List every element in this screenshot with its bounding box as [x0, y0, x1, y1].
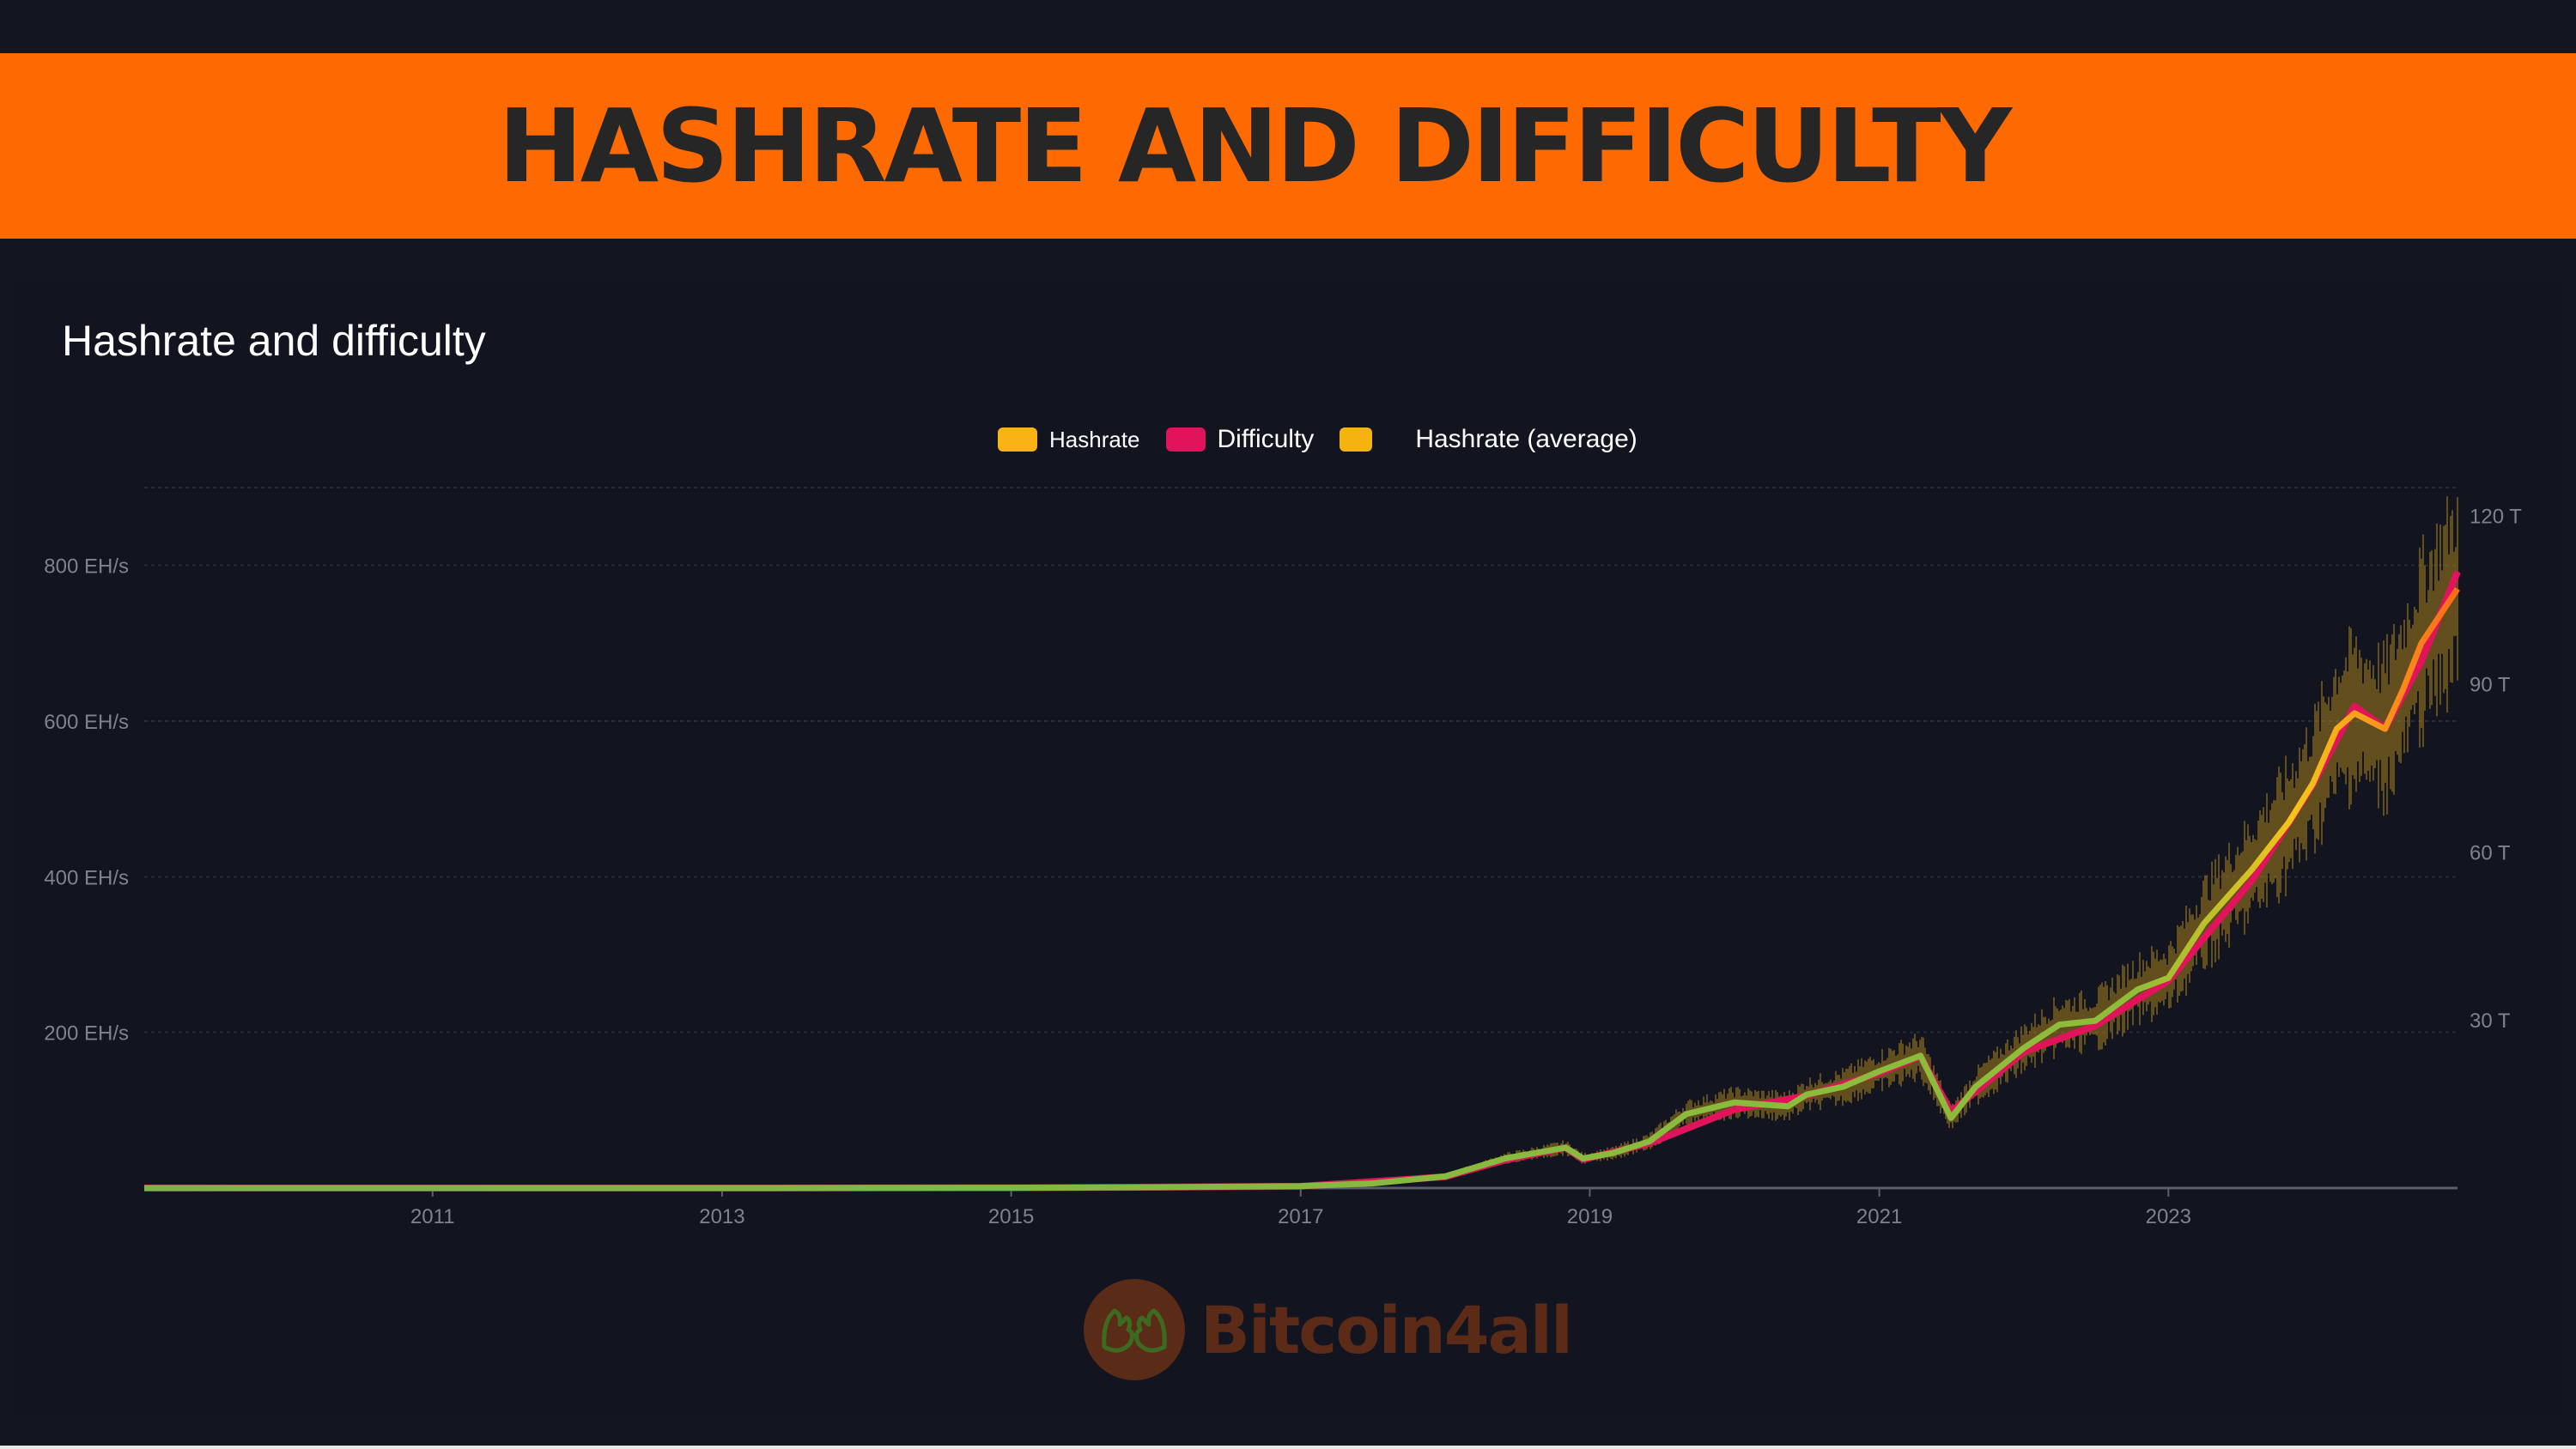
logo-badge [1084, 1279, 1185, 1380]
bottom-edge [0, 1446, 2576, 1449]
brand-logo: Bitcoin4all [1084, 1279, 1573, 1380]
legend-item-hashrate-average[interactable]: Hashrate (average) [1340, 425, 1637, 454]
y-left-tick-label: 800 EH/s [44, 555, 129, 579]
y-right-tick-label: 120 T [2470, 506, 2522, 529]
x-tick-label: 2011 [410, 1205, 455, 1228]
legend-label-difficulty: Difficulty [1217, 425, 1315, 453]
y-right-tick-label: 90 T [2470, 673, 2511, 696]
y-right-tick-label: 60 T [2470, 841, 2511, 864]
banner-title: HASHRATE AND DIFFICULTY [497, 87, 2012, 205]
x-tick-label: 2023 [2146, 1205, 2191, 1228]
title-banner: HASHRATE AND DIFFICULTY [0, 53, 2576, 239]
difficulty-line [144, 570, 2461, 1191]
legend-swatch-hashrate-average [1340, 427, 1373, 452]
legend-item-hashrate[interactable]: Hashrate [998, 427, 1140, 453]
chart-legend: Hashrate Difficulty Hashrate (average) [979, 402, 1743, 477]
legend-swatch-difficulty [1165, 427, 1206, 452]
x-tick-label: 2013 [699, 1205, 744, 1228]
hands-icon [1102, 1308, 1167, 1353]
y-left-tick-label: 400 EH/s [44, 866, 129, 889]
chart-title: Hashrate and difficulty [62, 317, 486, 365]
y-right-tick-label: 30 T [2470, 1009, 2511, 1033]
hashrate-raw-band [143, 496, 2458, 1188]
legend-label-hashrate: Hashrate [1049, 426, 1140, 452]
y-left-tick-label: 200 EH/s [44, 1022, 129, 1046]
x-tick-label: 2017 [1278, 1205, 1323, 1228]
legend-item-difficulty[interactable]: Difficulty [1165, 425, 1315, 454]
y-left-tick-label: 600 EH/s [44, 711, 129, 734]
hashrate-average-line [144, 586, 2460, 1191]
legend-swatch-hashrate [998, 427, 1037, 452]
x-tick-label: 2015 [988, 1205, 1034, 1228]
x-tick-label: 2019 [1567, 1205, 1613, 1228]
x-tick-label: 2021 [1856, 1205, 1902, 1228]
legend-label-hashrate-average: Hashrate (average) [1415, 425, 1637, 453]
logo-text: Bitcoin4all [1200, 1291, 1573, 1368]
top-strip [0, 0, 2576, 53]
